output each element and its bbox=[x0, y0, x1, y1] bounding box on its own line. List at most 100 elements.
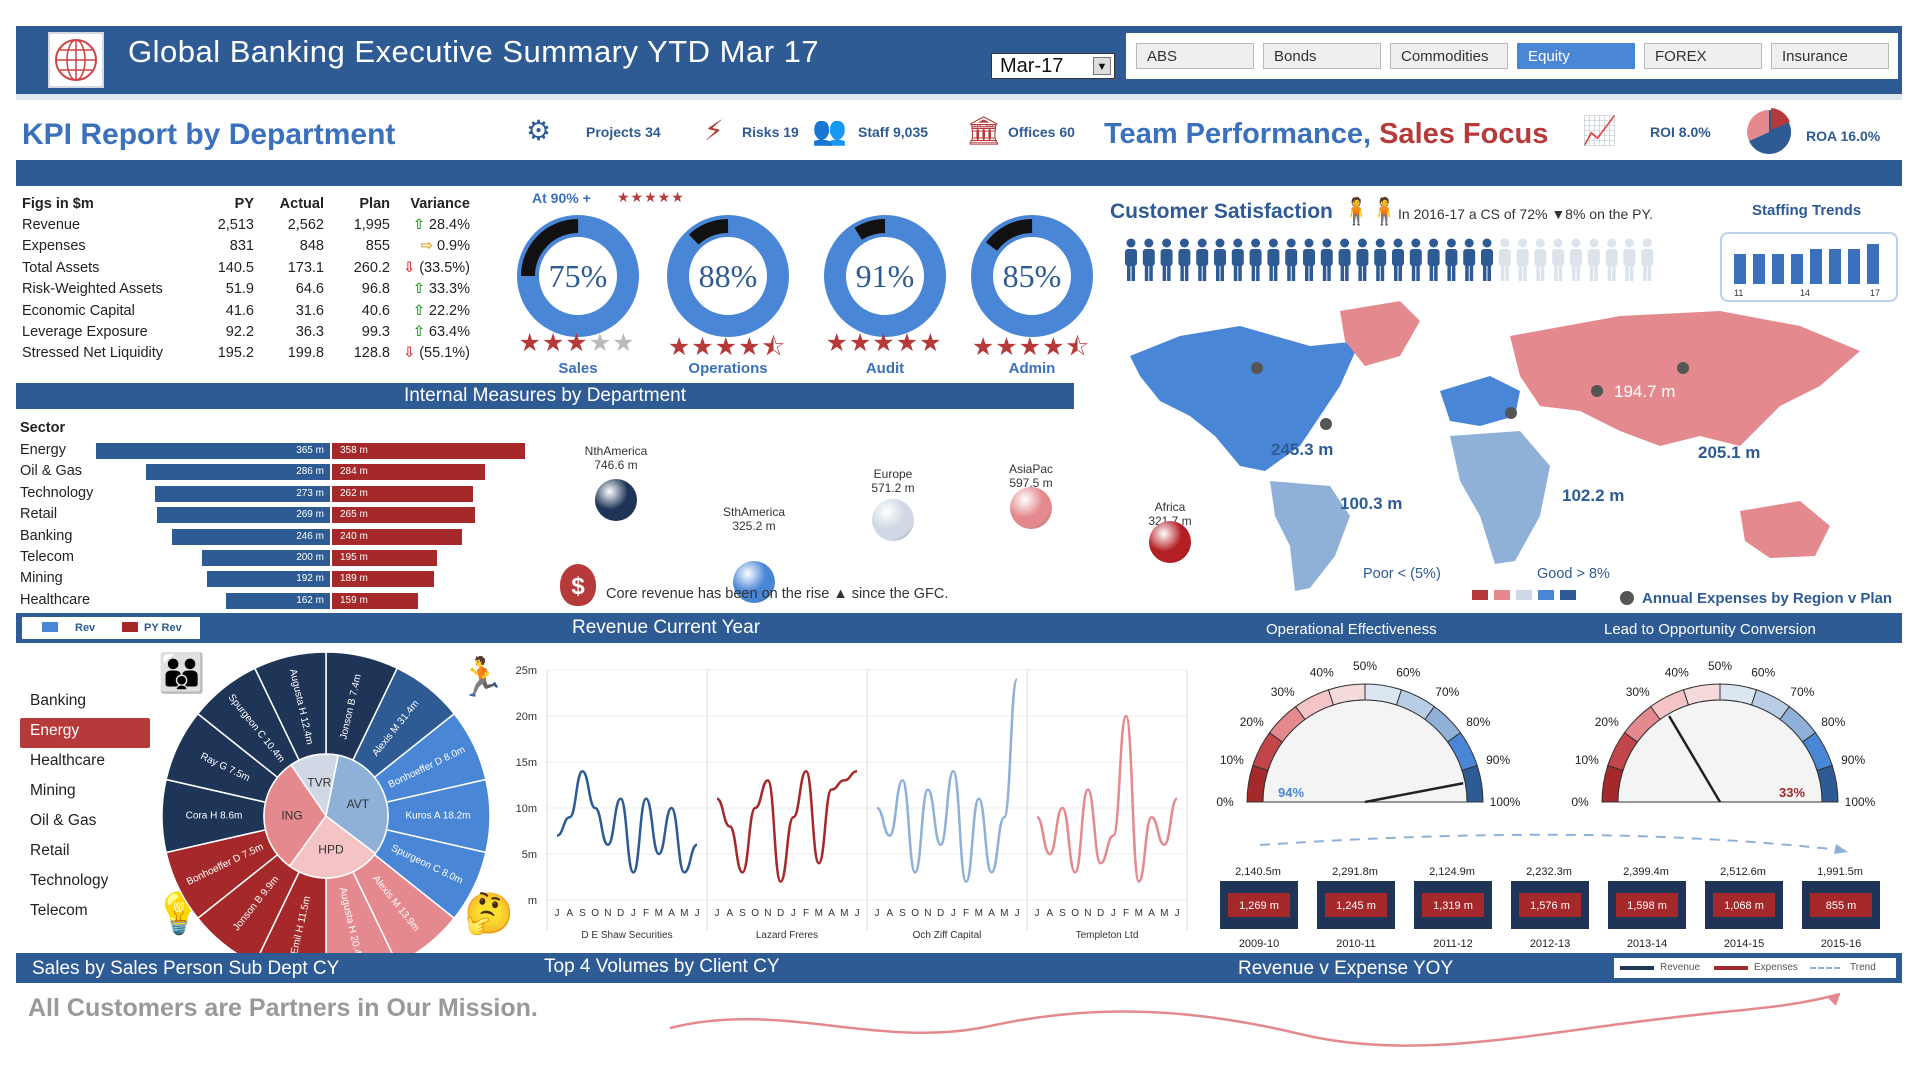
tab-insurance[interactable]: Insurance bbox=[1771, 43, 1889, 69]
expense-value-label: 1,598 m bbox=[1627, 900, 1667, 912]
month-tick: M bbox=[1000, 908, 1008, 919]
month-tick: A bbox=[1148, 908, 1155, 919]
map-label-asia: 194.7 m bbox=[1614, 382, 1675, 401]
cell-plan: 1,995 bbox=[353, 217, 390, 234]
variance-value: 0.9% bbox=[436, 238, 470, 255]
person-icon bbox=[1178, 238, 1191, 281]
kpi-risks: Risks 19 bbox=[742, 124, 799, 140]
month-tick: J bbox=[631, 908, 636, 919]
month-tick: A bbox=[668, 908, 675, 919]
cell-actual: 64.6 bbox=[295, 281, 324, 298]
world-map: 245.3 m 100.3 m 102.2 m 194.7 m 205.1 m bbox=[1130, 301, 1860, 591]
operational-effectiveness-title: Operational Effectiveness bbox=[1266, 621, 1437, 638]
revenue-current-year-title: Revenue Current Year bbox=[572, 617, 761, 638]
australia-shape bbox=[1740, 501, 1830, 558]
staffing-bar bbox=[1810, 249, 1822, 284]
map-dot bbox=[1251, 362, 1263, 374]
gauge-tick: 20% bbox=[1595, 715, 1619, 729]
asia-shape bbox=[1510, 311, 1860, 446]
sidebar-item-banking[interactable]: Banking bbox=[30, 692, 87, 709]
staffing-tick: 14 bbox=[1800, 288, 1810, 298]
tab-bonds[interactable]: Bonds bbox=[1263, 43, 1381, 69]
staffing-bar bbox=[1734, 254, 1746, 284]
sales-by-person-title: Sales by Sales Person Sub Dept CY bbox=[32, 958, 340, 979]
sidebar-item-retail[interactable]: Retail bbox=[30, 842, 70, 859]
kpi-divider-band bbox=[16, 160, 1902, 186]
bar-rev: 162 m bbox=[225, 592, 330, 609]
europe-shape bbox=[1440, 376, 1520, 426]
expense-bar bbox=[1228, 893, 1290, 917]
map-label-africa: 102.2 m bbox=[1562, 486, 1624, 505]
month-tick: J bbox=[715, 908, 720, 919]
month-tick: N bbox=[604, 908, 611, 919]
expense-bar bbox=[1810, 893, 1872, 917]
month-tick: S bbox=[739, 908, 746, 919]
month-tick: M bbox=[975, 908, 983, 919]
wheel-inner-label: HPD bbox=[318, 843, 344, 857]
person-icon bbox=[1409, 238, 1422, 281]
gauge-tick: 70% bbox=[1790, 685, 1814, 699]
expense-bar bbox=[1422, 893, 1484, 917]
staffing-bar bbox=[1867, 244, 1879, 284]
month-tick: J bbox=[695, 908, 700, 919]
month-tick: M bbox=[1135, 908, 1143, 919]
gauge-tick: 30% bbox=[1626, 685, 1650, 699]
wheel-inner-label: ING bbox=[281, 809, 302, 823]
expense-value-label: 1,245 m bbox=[1336, 900, 1376, 912]
donut-stars: ★★★★★ bbox=[825, 329, 943, 357]
tab-equity[interactable]: Equity bbox=[1517, 43, 1635, 69]
gears-icon: ⚙ bbox=[526, 115, 552, 146]
expense-value-label: 1,269 m bbox=[1239, 900, 1279, 912]
legend-swatch-rev bbox=[42, 622, 58, 632]
y-tick: 10m bbox=[516, 803, 537, 815]
table-row: Stressed Net Liquidity 195.2 199.8 128.8 ⇩ (… bbox=[18, 343, 474, 364]
month-tick: J bbox=[1175, 908, 1180, 919]
legend-trend-swatch bbox=[1810, 967, 1840, 969]
sidebar-item-mining[interactable]: Mining bbox=[30, 782, 76, 799]
month-tick: N bbox=[1084, 908, 1091, 919]
customer-satisfaction-title: Customer Satisfaction bbox=[1110, 200, 1333, 223]
sector-row: Mining 192 m 189 m bbox=[20, 570, 550, 588]
gauge-tick: 100% bbox=[1845, 795, 1876, 809]
gauge-tick: 80% bbox=[1821, 715, 1845, 729]
person-icon bbox=[1267, 238, 1280, 281]
client-label: Och Ziff Capital bbox=[913, 930, 982, 941]
tab-abs[interactable]: ABS bbox=[1136, 43, 1254, 69]
south-america-shape bbox=[1270, 481, 1350, 591]
region-ball bbox=[1010, 487, 1052, 529]
north-america-shape bbox=[1130, 326, 1360, 471]
tab-commodities[interactable]: Commodities bbox=[1390, 43, 1508, 69]
month-tick: O bbox=[911, 908, 919, 919]
month-tick: D bbox=[617, 908, 624, 919]
person-icon bbox=[1142, 238, 1155, 281]
expense-value-label: 855 m bbox=[1826, 900, 1857, 912]
sidebar-item-healthcare[interactable]: Healthcare bbox=[30, 752, 105, 769]
sidebar-item-oil-gas[interactable]: Oil & Gas bbox=[30, 812, 97, 829]
person-icon bbox=[1285, 238, 1298, 281]
rev-value-label: 2,399.4m bbox=[1623, 866, 1669, 878]
sidebar-item-technology[interactable]: Technology bbox=[30, 872, 109, 889]
gauge-tick: 0% bbox=[1216, 795, 1234, 809]
thinker-icon: 🤔 bbox=[464, 892, 514, 936]
month-tick: J bbox=[1111, 908, 1116, 919]
date-select[interactable]: Mar-17 ▼ bbox=[991, 53, 1115, 79]
gauge-tick: 0% bbox=[1571, 795, 1589, 809]
cell-variance: ⇩ (55.1%) bbox=[394, 343, 474, 364]
month-tick: S bbox=[579, 908, 586, 919]
region-label: SthAmerica 325.2 m bbox=[722, 505, 786, 533]
sidebar-item-telecom[interactable]: Telecom bbox=[30, 902, 88, 919]
region-label: AsiaPac 597.5 m bbox=[1008, 462, 1054, 490]
bar-rev: 246 m bbox=[172, 528, 330, 545]
gauge-tick: 90% bbox=[1841, 753, 1865, 767]
wheel-inner-segment bbox=[325, 754, 389, 855]
month-tick: M bbox=[840, 908, 848, 919]
gauge-tick: 100% bbox=[1490, 795, 1521, 809]
region-ball bbox=[595, 479, 637, 521]
chevron-down-icon[interactable]: ▼ bbox=[1093, 57, 1111, 75]
map-color-scale bbox=[1472, 590, 1576, 600]
sidebar-item-energy[interactable]: Energy bbox=[20, 718, 150, 748]
y-tick: 5m bbox=[522, 849, 537, 861]
wheel-label: Kuros A 18.2m bbox=[405, 811, 470, 822]
tab-forex[interactable]: FOREX bbox=[1644, 43, 1762, 69]
donut-stars: ★★★★★ bbox=[518, 329, 636, 357]
